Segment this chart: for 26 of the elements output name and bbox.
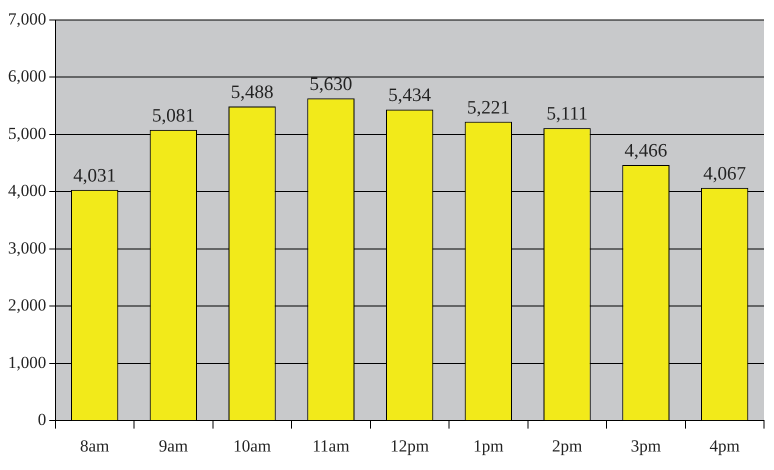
data-label: 5,081 [152,105,195,126]
x-tick-label: 3pm [630,436,661,456]
data-label: 5,630 [310,74,352,95]
data-label: 5,488 [230,82,274,104]
y-tick-label: 1,000 [8,352,46,372]
data-label: 4,466 [624,140,668,162]
y-tick-label: 2,000 [8,296,46,315]
x-tick-label: 4pm [710,436,740,456]
y-tick-label: 7,000 [8,9,46,28]
y-tick-label: 0 [38,410,46,430]
data-label: 5,111 [546,104,588,125]
data-label: 5,221 [467,97,510,118]
x-tick-label: 1pm [473,436,504,456]
x-tick-label: 8am [80,436,110,456]
x-tick-label: 10am [233,436,272,456]
y-tick-label: 3,000 [8,238,46,258]
y-tick-label: 5,000 [8,124,46,143]
data-label: 4,031 [73,165,116,186]
x-tick-label: 12pm [390,436,429,456]
y-tick-label: 4,000 [8,181,46,200]
x-tick-label: 11am [312,436,350,456]
data-label: 4,067 [703,163,746,184]
x-tick-label: 2pm [552,436,582,456]
y-tick-label: 6,000 [8,66,46,86]
x-tick-label: 9am [158,436,188,456]
data-label: 5,434 [388,85,432,106]
